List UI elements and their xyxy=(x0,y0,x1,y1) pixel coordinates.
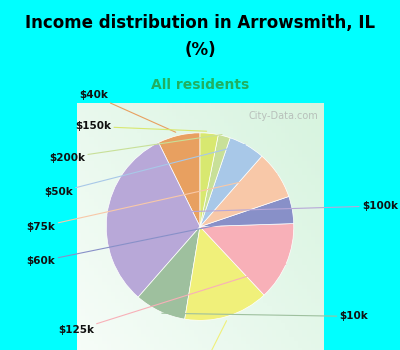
Wedge shape xyxy=(200,224,294,295)
Text: $75k: $75k xyxy=(27,174,277,232)
Text: $50k: $50k xyxy=(44,145,245,197)
Wedge shape xyxy=(138,227,200,319)
Wedge shape xyxy=(200,135,230,227)
Text: $200k: $200k xyxy=(49,134,222,162)
Text: (%): (%) xyxy=(184,41,216,58)
Text: $150k: $150k xyxy=(75,121,207,132)
Wedge shape xyxy=(106,142,200,297)
Text: Income distribution in Arrowsmith, IL: Income distribution in Arrowsmith, IL xyxy=(25,14,375,32)
Text: $60k: $60k xyxy=(27,210,292,266)
Text: $20k: $20k xyxy=(183,321,226,350)
Wedge shape xyxy=(185,227,264,320)
Text: All residents: All residents xyxy=(151,78,249,92)
Wedge shape xyxy=(200,156,289,227)
Text: $40k: $40k xyxy=(79,90,176,132)
Text: City-Data.com: City-Data.com xyxy=(249,111,318,121)
Wedge shape xyxy=(200,133,218,227)
Wedge shape xyxy=(200,196,294,227)
Wedge shape xyxy=(158,133,200,227)
Text: $100k: $100k xyxy=(108,201,398,214)
Wedge shape xyxy=(200,138,262,227)
Text: $125k: $125k xyxy=(58,264,286,335)
Text: $10k: $10k xyxy=(162,312,368,321)
